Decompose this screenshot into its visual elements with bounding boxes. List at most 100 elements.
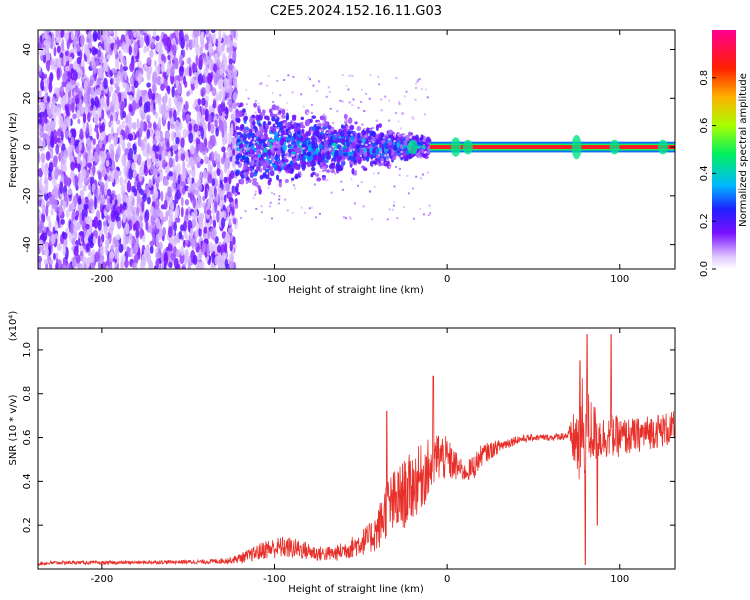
spectrogram-cell (414, 82, 417, 85)
spectrogram-cell (314, 173, 320, 177)
spectrogram-cell (178, 230, 183, 240)
spectrogram-cell (209, 135, 213, 146)
spectrogram-cell (386, 153, 389, 156)
spectrogram-cell (155, 153, 159, 160)
spectrogram-cell (148, 223, 153, 234)
spectrogram-cell (198, 220, 204, 230)
spectrogram-cell (131, 262, 136, 269)
spectrogram-cell (241, 154, 246, 161)
spectrogram-cell (133, 80, 139, 89)
spectrogram-cell (372, 141, 375, 144)
spectrogram-cell (90, 97, 95, 109)
spectrogram-cell (118, 243, 124, 253)
spectrogram-cell (41, 249, 46, 256)
spectrogram-cell (222, 136, 226, 146)
spectrogram-cell (299, 143, 302, 146)
spectrogram-cell (253, 125, 257, 129)
spectrogram-cell (257, 153, 261, 158)
spectrogram-cell (139, 221, 144, 229)
spectrogram-cell (139, 215, 143, 222)
spectrogram-cell (38, 211, 42, 219)
spectrogram-cell (139, 226, 143, 240)
spectrogram-cell (72, 218, 77, 227)
spectrogram-cell (167, 54, 171, 61)
spectrogram-cell (119, 51, 123, 61)
spectrogram-cell (287, 148, 292, 154)
spectrogram-cell (258, 139, 263, 145)
spectrogram-cell (149, 245, 154, 254)
spectrogram-cell (85, 242, 90, 253)
spectrogram-cell (80, 107, 85, 115)
spectrogram-cell (196, 138, 201, 145)
spectrogram-cell (217, 37, 221, 50)
spectrogram-cell (127, 179, 131, 192)
spectrogram-cell (115, 58, 120, 70)
spectrogram-cell (77, 118, 81, 125)
spectrogram-cell (332, 134, 336, 141)
spectrogram-cell (152, 211, 158, 219)
spectrogram-cell (281, 108, 286, 116)
spectrogram-cell (215, 127, 219, 137)
spectrogram-cell (79, 250, 84, 257)
spectrogram-cell (155, 42, 161, 53)
spectrogram-cell (255, 114, 260, 121)
spectrogram-cell (214, 236, 219, 244)
spectrogram-cell (347, 117, 353, 125)
spectrogram-cell (309, 118, 313, 123)
spectrogram-cell (403, 95, 406, 98)
spectrogram-cell (277, 127, 280, 130)
spectrogram-cell (126, 207, 131, 220)
spectrogram-cell (94, 96, 100, 108)
spectrogram-cell (204, 156, 209, 165)
spectrogram-cell (46, 96, 50, 103)
spectrogram-cell (293, 147, 297, 152)
spectrogram-cell (273, 113, 278, 118)
spectrogram-cell (291, 142, 296, 146)
spectrogram-cell (235, 126, 240, 131)
spectrogram-cell (234, 170, 240, 177)
spectrogram-cell (266, 172, 269, 175)
tone-bump (450, 137, 461, 157)
spectrogram-cell (43, 168, 49, 176)
spectrogram-cell (132, 121, 137, 130)
spectrogram-cell (280, 116, 283, 119)
spectrogram-cell (285, 115, 289, 121)
spectrogram-cell (187, 169, 192, 176)
spectrogram-cell (41, 162, 45, 173)
spectrogram-cell (262, 166, 267, 171)
spectrogram-cell (177, 101, 182, 112)
spectrogram-cell (405, 90, 408, 93)
spectrogram-cell (201, 142, 207, 152)
spectrogram-cell (56, 128, 62, 138)
spectrogram-cell (167, 85, 171, 95)
spectrogram-cell (109, 78, 113, 85)
spectrogram-cell (372, 163, 375, 166)
spectrogram-cell (142, 193, 147, 202)
spectrogram-cell (137, 153, 142, 166)
spectrogram-cell (127, 152, 131, 162)
spectrogram-cell (242, 136, 247, 141)
spectrogram-cell (264, 115, 269, 120)
spectrogram-cell (355, 163, 358, 166)
spectrogram-cell (135, 131, 140, 138)
spectrogram-cell (99, 181, 105, 194)
spectrogram-cell (421, 88, 424, 91)
spectrogram-cell (223, 176, 228, 184)
spectrogram-cell (108, 120, 112, 128)
spectrogram-cell (133, 31, 137, 38)
spectrogram-cell (82, 112, 87, 124)
spectrogram-cell (259, 174, 264, 180)
spectrogram-cell (338, 149, 344, 156)
spectrogram-cell (155, 197, 160, 211)
spectrogram-cell (93, 216, 99, 230)
spectrogram-cell (216, 245, 222, 253)
spectrogram-cell (86, 137, 91, 146)
spectrogram-cell (48, 230, 53, 237)
spectrogram-cell (294, 174, 299, 180)
spectrogram-cell (221, 146, 226, 153)
spectrogram-cell (211, 87, 217, 97)
spectrogram-cell (243, 150, 246, 153)
spectrogram-cell (426, 96, 429, 99)
spectrogram-cell (271, 116, 276, 122)
spectrogram-cell (161, 66, 166, 73)
